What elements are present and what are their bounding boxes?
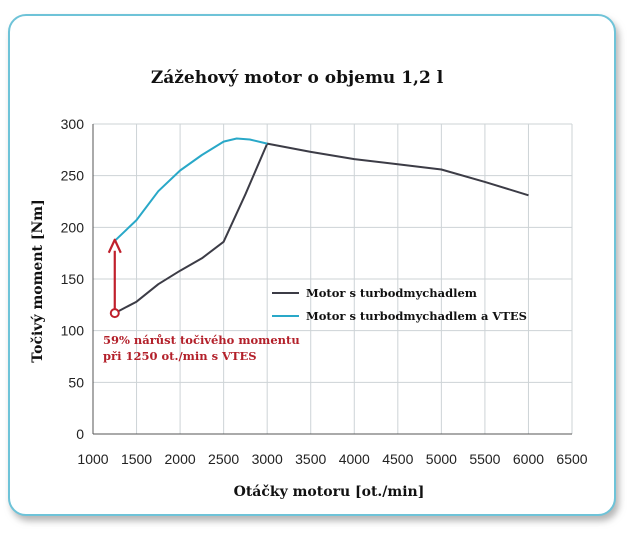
y-tick-150: 150 <box>61 271 85 287</box>
y-tick-50: 50 <box>68 374 84 390</box>
y-tick-200: 200 <box>61 219 85 235</box>
y-tick-300: 300 <box>61 116 85 132</box>
annotation: 59% nárůst točivého momentu při 1250 ot./… <box>103 238 300 363</box>
series-line-2 <box>114 137 268 242</box>
annotation-start-marker <box>109 308 120 319</box>
grid <box>92 123 573 435</box>
series-lines <box>114 137 529 314</box>
tick-labels: 0 50 100 150 200 250 300 1000 1500 2000 2500 3000 35… <box>61 116 588 467</box>
annotation-arrow-head <box>107 238 122 254</box>
y-tick-100: 100 <box>61 323 85 339</box>
annotation-text-1: 59% nárůst točivého momentu <box>103 333 300 347</box>
chart-frame <box>8 14 616 516</box>
x-tick-1000: 1000 <box>77 451 108 467</box>
x-tick-6500: 6500 <box>556 451 587 467</box>
chart-title: Zážehový motor o objemu 1,2 l <box>151 68 444 88</box>
legend-label-1: Motor s turbodmychadlem <box>306 286 477 300</box>
legend-label-2: Motor s turbodmychadlem a VTES <box>306 309 527 323</box>
x-tick-2500: 2500 <box>208 451 239 467</box>
x-tick-2000: 2000 <box>165 451 196 467</box>
legend: Motor s turbodmychadlem Motor s turbodmyc… <box>272 286 527 323</box>
x-tick-3500: 3500 <box>295 451 326 467</box>
x-axis-label: Otáčky motoru [ot./min] <box>234 484 425 500</box>
x-tick-1500: 1500 <box>121 451 152 467</box>
x-tick-6000: 6000 <box>513 451 544 467</box>
x-tick-4000: 4000 <box>339 451 370 467</box>
y-tick-0: 0 <box>76 426 84 442</box>
series-line-1 <box>114 142 529 314</box>
annotation-text-2: při 1250 ot./min s VTES <box>103 349 257 363</box>
y-axis-label: Točivý moment [Nm] <box>29 199 46 362</box>
x-tick-5000: 5000 <box>426 451 457 467</box>
x-tick-5500: 5500 <box>469 451 500 467</box>
x-tick-4500: 4500 <box>382 451 413 467</box>
y-tick-250: 250 <box>61 168 85 184</box>
x-tick-3000: 3000 <box>252 451 283 467</box>
